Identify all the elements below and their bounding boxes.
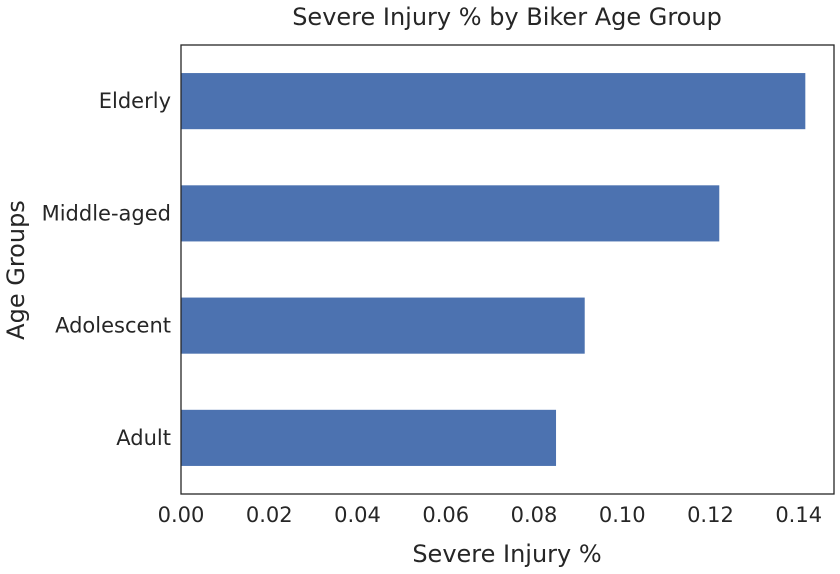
chart-title: Severe Injury % by Biker Age Group [292,3,722,31]
x-tick-label: 0.10 [599,503,646,527]
y-tick-labels: Adult Adolescent Middle-aged Elderly [42,89,171,450]
plot-frame [180,44,835,495]
x-tick-label: 0.12 [687,503,734,527]
bar-middle-aged [181,185,720,242]
x-tick-label: 0.14 [775,503,822,527]
x-tick-label: 0.02 [246,503,293,527]
bars-layer [181,73,806,466]
bar-adolescent [181,297,585,354]
x-tick-label: 0.04 [334,503,381,527]
bar-adult [181,409,557,466]
y-tick-label: Adult [116,426,171,450]
y-tick-label: Adolescent [55,314,171,338]
y-axis-label: Age Groups [2,200,30,340]
x-tick-label: 0.06 [422,503,469,527]
x-tick-label: 0.00 [158,503,205,527]
x-axis-label: Severe Injury % [412,540,601,568]
bar-elderly [181,73,806,130]
x-tick-labels: 0.00 0.02 0.04 0.06 0.08 0.10 0.12 0.14 [158,503,822,527]
x-tick-label: 0.08 [511,503,558,527]
y-tick-label: Middle-aged [42,201,171,225]
y-tick-label: Elderly [99,89,171,113]
